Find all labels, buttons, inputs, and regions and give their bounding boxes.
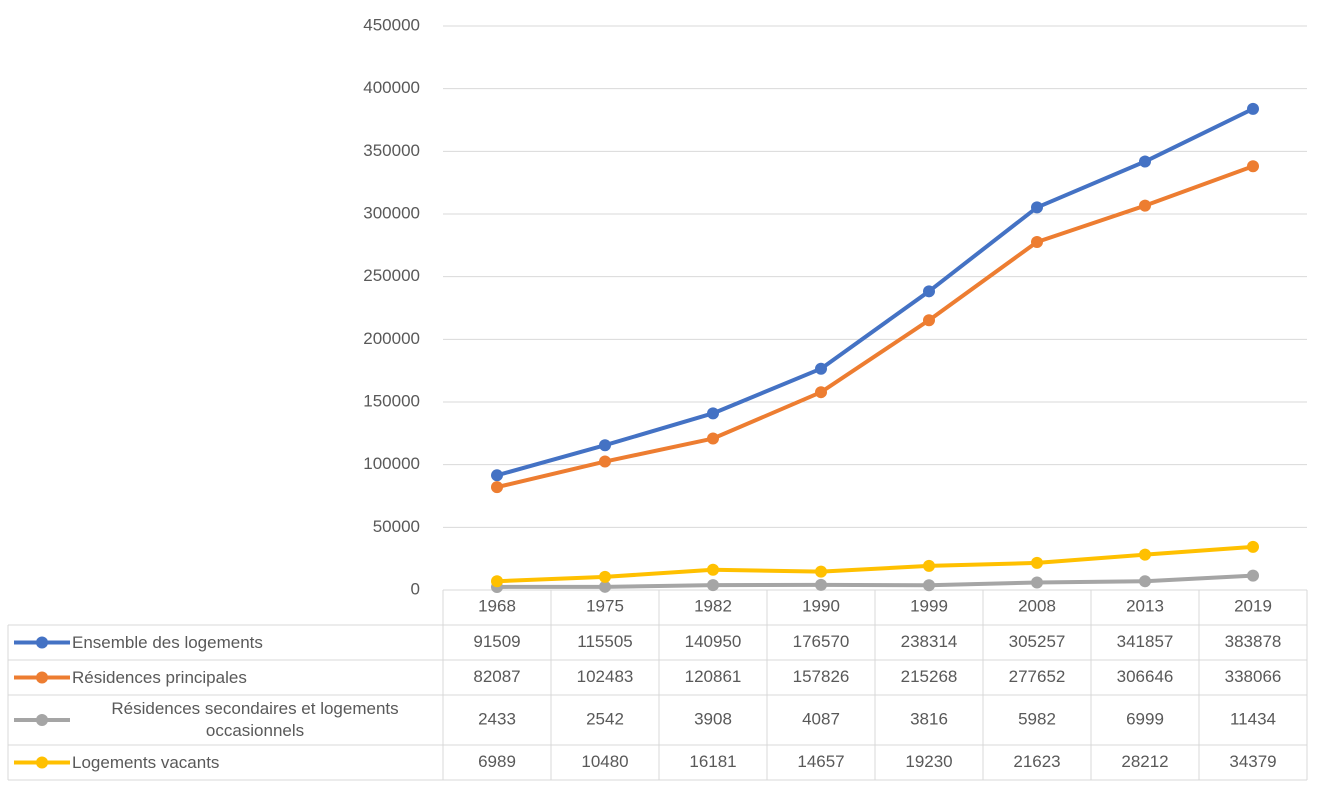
series-line [496,573,1254,589]
data-point [815,362,827,375]
table-value: 176570 [793,632,850,651]
table-value: 34379 [1229,752,1276,771]
table-value: 6999 [1126,709,1164,728]
data-point [491,575,503,588]
series-line [496,107,1254,478]
x-tick-label: 1975 [586,596,624,615]
table-value: 6989 [478,752,516,771]
table-value: 11434 [1230,709,1276,728]
table-value: 277652 [1009,667,1066,686]
data-point [923,314,935,327]
x-tick-label: 1982 [694,596,732,615]
table-value: 19230 [905,752,952,771]
x-tick-label: 1968 [478,596,516,615]
table-value: 4087 [802,709,840,728]
y-tick-label: 300000 [363,203,420,222]
table-value: 338066 [1225,667,1282,686]
data-point [599,455,611,468]
legend-key-marker [36,636,48,649]
data-point [599,439,611,452]
table-value: 16181 [689,752,736,771]
table-value: 3908 [694,709,732,728]
legend-label: Résidences secondaires et logements occa… [111,699,399,740]
x-tick-label: 1990 [802,596,840,615]
table-value: 82087 [473,667,520,686]
y-tick-label: 400000 [363,78,420,97]
series-line [496,544,1254,584]
table-value: 306646 [1117,667,1174,686]
table-value: 3816 [910,709,948,728]
table-value: 10480 [581,752,628,771]
data-point [491,481,503,494]
table-value: 157826 [793,667,850,686]
data-point [1139,155,1151,168]
data-point [815,386,827,399]
table-value: 341857 [1117,632,1174,651]
data-point [1247,540,1259,553]
y-tick-label: 250000 [363,266,420,285]
table-value: 102483 [577,667,634,686]
legend-key-marker [36,756,48,769]
table-value: 140950 [685,632,742,651]
legend-label: Ensemble des logements [72,632,263,652]
x-tick-label: 2019 [1234,596,1272,615]
data-point [707,563,719,576]
data-point [599,580,611,593]
data-point [1247,569,1259,582]
table-value: 2542 [586,709,624,728]
table-value: 305257 [1009,632,1066,651]
data-point [1031,236,1043,249]
y-tick-label: 50000 [373,517,420,536]
data-point [1247,102,1259,115]
data-point [1247,160,1259,173]
data-point [1139,199,1151,212]
x-tick-label: 2008 [1018,596,1056,615]
legend-label: Résidences principales [72,667,247,687]
legend-label: Logements vacants [72,752,220,772]
data-point [707,407,719,420]
data-point [1139,575,1151,588]
data-point [815,578,827,591]
data-point [923,579,935,592]
y-tick-label: 350000 [363,141,420,160]
data-point [1031,201,1043,214]
y-tick-label: 150000 [363,391,420,410]
table-value: 115505 [577,632,632,651]
y-tick-label: 200000 [363,329,420,348]
data-point [923,559,935,572]
data-point [599,570,611,583]
y-tick-label: 450000 [363,15,420,34]
data-point [923,285,935,298]
table-value: 5982 [1018,709,1056,728]
data-point [707,432,719,445]
data-point [707,579,719,592]
data-point [1139,548,1151,561]
x-tick-label: 2013 [1126,596,1164,615]
table-value: 28212 [1121,752,1168,771]
y-tick-label: 100000 [363,454,420,473]
data-point [1031,576,1043,589]
table-value: 14657 [797,752,844,771]
table-value: 21623 [1013,752,1060,771]
table-value: 2433 [478,709,516,728]
table-value: 91509 [473,632,520,651]
data-point [491,469,503,482]
legend-key-marker [36,714,48,726]
data-point [1031,556,1043,569]
data-point [815,565,827,578]
series-line [496,164,1254,490]
table-value: 238314 [901,632,958,651]
table-value: 120861 [685,667,742,686]
y-tick-label: 0 [411,579,420,598]
legend-key-marker [36,671,48,684]
table-value: 215268 [901,667,958,686]
x-tick-label: 1999 [910,596,948,615]
table-value: 383878 [1225,632,1282,651]
